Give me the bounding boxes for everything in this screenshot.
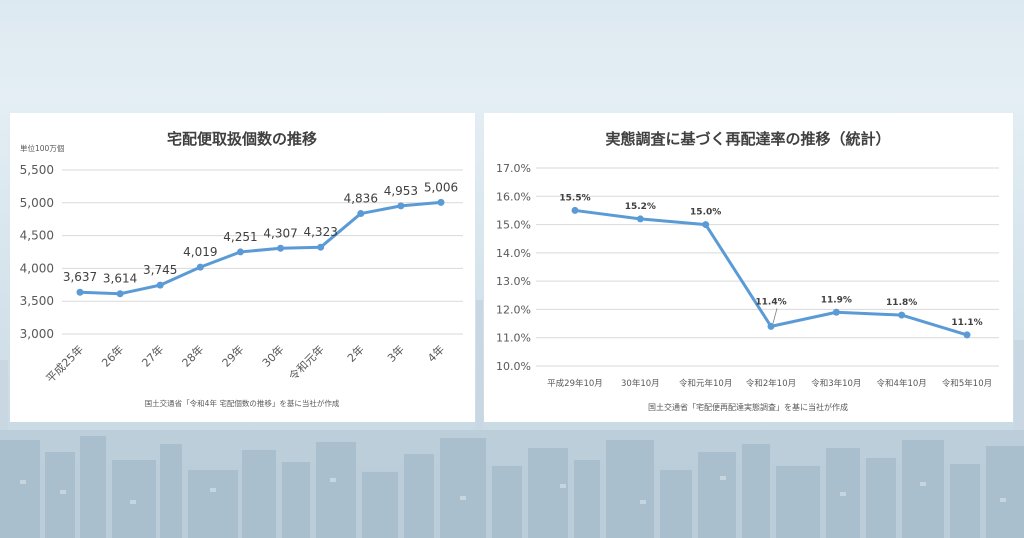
delivery-volume-chart-panel: 宅配便取扱個数の推移 単位100万個 5,500 5,000 4,500 4,000 3…	[10, 113, 475, 422]
label-leader	[772, 308, 778, 324]
data-label: 5,006	[424, 180, 458, 194]
chart-title: 宅配便取扱個数の推移	[167, 130, 317, 148]
data-point	[767, 322, 775, 330]
y-tick-label: 11.0%	[496, 332, 531, 345]
data-point	[357, 210, 365, 218]
data-label: 15.2%	[625, 202, 656, 212]
x-tick-label: 平成29年10月	[547, 378, 603, 389]
x-tick-label: 令和5年10月	[942, 378, 992, 389]
y-tick-label: 5,500	[20, 163, 54, 177]
source-note: 国土交通省「宅配便再配達実態調査」を基に当社が作成	[648, 402, 848, 412]
data-point	[571, 206, 579, 214]
y-tick-label: 13.0%	[496, 275, 531, 288]
data-label: 4,019	[183, 245, 217, 259]
y-tick-label: 4,000	[20, 261, 54, 275]
data-point	[76, 288, 84, 296]
x-tick-label: 平成25年	[43, 342, 86, 385]
x-tick-label: 27年	[139, 342, 167, 370]
data-point	[963, 331, 971, 339]
x-tick-label: 30年10月	[621, 378, 660, 389]
data-point	[236, 248, 244, 256]
data-label: 4,836	[344, 192, 378, 206]
data-label: 11.4%	[755, 297, 786, 307]
data-point	[832, 308, 840, 316]
x-tick-label: 28年	[179, 342, 207, 370]
x-tick-label: 29年	[219, 342, 247, 370]
data-label: 3,637	[63, 270, 97, 284]
x-tick-label: 令和元年	[286, 342, 327, 383]
source-note: 国土交通省「令和4年 宅配個数の推移」を基に当社が作成	[145, 398, 340, 408]
y-tick-label: 4,500	[20, 229, 54, 243]
y-tick-label: 3,500	[20, 294, 54, 308]
data-label: 4,251	[223, 230, 257, 244]
y-tick-label: 3,000	[20, 327, 54, 341]
x-tick-label: 令和3年10月	[811, 378, 861, 389]
data-label: 11.8%	[886, 298, 917, 308]
y-tick-label: 16.0%	[496, 190, 531, 203]
data-label: 15.5%	[559, 193, 590, 203]
data-point	[437, 198, 445, 206]
data-point	[397, 202, 405, 210]
data-point	[702, 221, 710, 229]
x-tick-label: 4年	[424, 342, 447, 365]
x-tick-label: 令和4年10月	[877, 378, 927, 389]
data-label: 3,614	[103, 272, 137, 286]
x-tick-label: 30年	[259, 342, 287, 370]
data-point	[636, 215, 644, 223]
y-tick-label: 17.0%	[496, 162, 531, 175]
data-label: 4,307	[263, 226, 297, 240]
series-line	[79, 200, 442, 296]
data-label: 3,745	[143, 263, 177, 277]
x-tick-label: 令和元年10月	[679, 378, 732, 389]
y-tick-label: 5,000	[20, 196, 54, 210]
x-tick-label: 26年	[99, 342, 127, 370]
chart-title: 実態調査に基づく再配達率の推移（統計）	[605, 130, 890, 148]
data-label: 4,323	[303, 225, 337, 239]
data-point	[156, 281, 164, 289]
y-tick-label: 12.0%	[496, 303, 531, 316]
redelivery-rate-chart: 実態調査に基づく再配達率の推移（統計） 17.0% 16.0% 15.0% 14.0%…	[496, 130, 999, 412]
data-point	[898, 311, 906, 319]
y-tick-label: 15.0%	[496, 219, 531, 232]
x-tick-label: 令和2年10月	[746, 378, 796, 389]
data-label: 11.9%	[821, 295, 852, 305]
data-point	[277, 244, 285, 252]
redelivery-rate-chart-panel: 実態調査に基づく再配達率の推移（統計） 17.0% 16.0% 15.0% 14.0%…	[484, 113, 1013, 422]
unit-label: 単位100万個	[20, 143, 64, 153]
data-label: 4,953	[384, 184, 418, 198]
data-label: 15.0%	[690, 208, 721, 218]
x-tick-label: 2年	[344, 342, 367, 365]
data-label: 11.1%	[951, 318, 982, 328]
delivery-volume-chart: 宅配便取扱個数の推移 単位100万個 5,500 5,000 4,500 4,000 3…	[20, 130, 463, 408]
series-line	[574, 208, 968, 337]
y-tick-label: 10.0%	[496, 360, 531, 373]
data-point	[317, 243, 325, 251]
data-point	[116, 290, 124, 298]
y-tick-label: 14.0%	[496, 247, 531, 260]
x-tick-label: 3年	[384, 342, 407, 365]
data-point	[196, 263, 204, 271]
